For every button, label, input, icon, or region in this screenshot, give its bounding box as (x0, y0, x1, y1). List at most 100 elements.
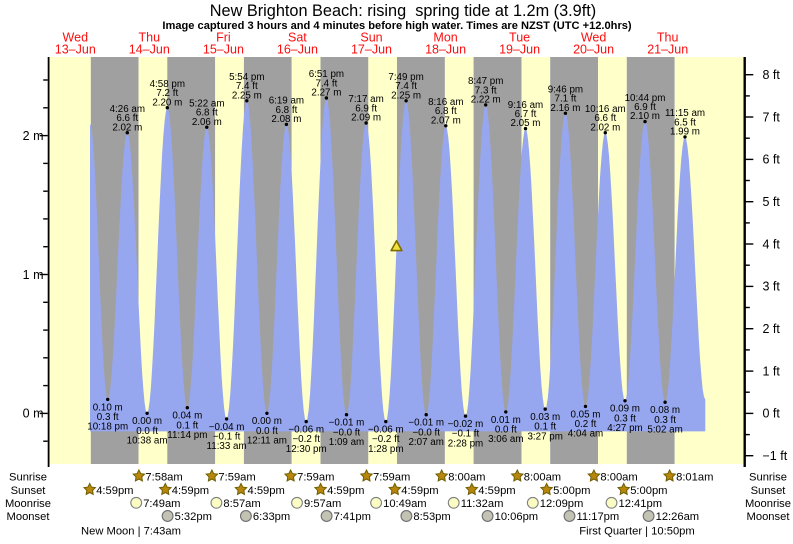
svg-text:1:28 pm: 1:28 pm (368, 444, 403, 455)
svg-text:1.99 m: 1.99 m (670, 127, 700, 138)
svg-text:0.1 ft: 0.1 ft (176, 420, 198, 431)
svg-text:12:26am: 12:26am (656, 511, 700, 523)
svg-text:6:33pm: 6:33pm (253, 511, 290, 523)
svg-text:7:17 am: 7:17 am (348, 94, 383, 105)
svg-text:10:44 pm: 10:44 pm (625, 93, 666, 104)
svg-text:−0.0 ft: −0.0 ft (333, 427, 361, 438)
svg-text:0.00 m: 0.00 m (252, 416, 282, 427)
svg-text:Mon: Mon (433, 31, 457, 45)
svg-text:14–Jun: 14–Jun (129, 43, 170, 57)
svg-text:6.5 ft: 6.5 ft (674, 117, 696, 128)
svg-text:3:27 pm: 3:27 pm (527, 431, 562, 442)
svg-text:3 ft: 3 ft (763, 280, 781, 294)
svg-text:6.8 ft: 6.8 ft (276, 105, 298, 116)
svg-text:8:53pm: 8:53pm (413, 511, 450, 523)
svg-text:−0.02 m: −0.02 m (448, 419, 484, 430)
svg-text:6:19 am: 6:19 am (269, 96, 304, 107)
svg-text:Sunset: Sunset (751, 485, 787, 497)
svg-text:7.4 ft: 7.4 ft (316, 78, 338, 89)
svg-text:4:59pm: 4:59pm (478, 485, 515, 497)
svg-text:0.0 ft: 0.0 ft (495, 425, 517, 436)
svg-text:18–Jun: 18–Jun (425, 43, 466, 57)
svg-text:−0.06 m: −0.06 m (368, 425, 404, 436)
svg-text:15–Jun: 15–Jun (203, 43, 244, 57)
svg-text:8:16 am: 8:16 am (428, 97, 463, 108)
svg-text:7.2 ft: 7.2 ft (156, 88, 178, 99)
svg-text:5 ft: 5 ft (763, 195, 781, 209)
svg-text:Wed: Wed (581, 31, 607, 45)
svg-text:2.27 m: 2.27 m (311, 88, 341, 99)
svg-text:Moonrise: Moonrise (5, 498, 51, 510)
svg-text:13–Jun: 13–Jun (55, 43, 96, 57)
svg-text:2:28 pm: 2:28 pm (448, 438, 483, 449)
svg-text:5:00pm: 5:00pm (553, 485, 590, 497)
svg-text:0.04 m: 0.04 m (172, 411, 202, 422)
svg-text:19–Jun: 19–Jun (499, 43, 540, 57)
svg-text:4:59pm: 4:59pm (327, 485, 364, 497)
svg-text:0.01 m: 0.01 m (491, 415, 521, 426)
svg-text:8:00am: 8:00am (524, 472, 561, 484)
svg-text:Moonset: Moonset (7, 511, 51, 523)
svg-text:Sunset: Sunset (11, 485, 47, 497)
svg-text:8 ft: 8 ft (763, 68, 781, 82)
svg-text:11:17pm: 11:17pm (577, 511, 620, 523)
svg-text:0.03 m: 0.03 m (530, 412, 560, 423)
svg-text:4:59pm: 4:59pm (96, 485, 133, 497)
svg-text:2.02 m: 2.02 m (112, 122, 142, 133)
svg-text:New Brighton Beach: rising sp: New Brighton Beach: rising spring tide a… (210, 2, 596, 20)
svg-text:2.09 m: 2.09 m (351, 113, 381, 124)
svg-text:0.08 m: 0.08 m (650, 405, 680, 416)
svg-text:6.6 ft: 6.6 ft (594, 113, 616, 124)
svg-text:7:59am: 7:59am (218, 472, 255, 484)
svg-text:2.25 m: 2.25 m (391, 90, 421, 101)
svg-text:2 ft: 2 ft (763, 322, 781, 336)
svg-text:2.06 m: 2.06 m (192, 117, 222, 128)
svg-text:10:18 pm: 10:18 pm (87, 422, 128, 433)
svg-text:Tue: Tue (509, 31, 530, 45)
svg-text:0.1 ft: 0.1 ft (534, 422, 556, 433)
svg-text:2.10 m: 2.10 m (630, 111, 660, 122)
svg-text:6.9 ft: 6.9 ft (634, 102, 656, 113)
svg-text:2.07 m: 2.07 m (431, 115, 461, 126)
svg-text:2.02 m: 2.02 m (590, 122, 620, 133)
svg-text:Image captured 3 hours and 4 m: Image captured 3 hours and 4 minutes bef… (162, 20, 632, 32)
svg-text:4:59pm: 4:59pm (172, 485, 209, 497)
svg-text:−0.04 m: −0.04 m (209, 422, 245, 433)
svg-text:6.8 ft: 6.8 ft (435, 106, 457, 117)
svg-text:10:38 am: 10:38 am (127, 436, 168, 447)
svg-text:2.25 m: 2.25 m (232, 90, 262, 101)
svg-text:4:59pm: 4:59pm (248, 485, 285, 497)
svg-text:0.3 ft: 0.3 ft (614, 413, 636, 424)
svg-text:7:41pm: 7:41pm (334, 511, 371, 523)
svg-text:9:57am: 9:57am (304, 498, 341, 510)
svg-text:0.05 m: 0.05 m (571, 409, 601, 420)
svg-text:First Quarter | 10:50pm: First Quarter | 10:50pm (579, 526, 694, 538)
svg-text:0.00 m: 0.00 m (132, 416, 162, 427)
svg-text:7:59am: 7:59am (373, 472, 410, 484)
svg-text:6.6 ft: 6.6 ft (116, 113, 138, 124)
svg-text:2.22 m: 2.22 m (471, 95, 501, 106)
svg-text:0.0 ft: 0.0 ft (256, 426, 278, 437)
svg-text:8:47 pm: 8:47 pm (468, 76, 503, 87)
svg-text:Wed: Wed (63, 31, 89, 45)
svg-text:6.8 ft: 6.8 ft (196, 108, 218, 119)
svg-text:6:51 pm: 6:51 pm (309, 69, 344, 80)
svg-text:7.1 ft: 7.1 ft (555, 94, 577, 105)
svg-text:12:30 pm: 12:30 pm (286, 444, 327, 455)
svg-text:7.3 ft: 7.3 ft (475, 85, 497, 96)
svg-text:11:15 am: 11:15 am (665, 108, 705, 119)
svg-text:Thu: Thu (139, 31, 161, 45)
svg-text:7:58am: 7:58am (145, 472, 182, 484)
svg-text:New Moon | 7:43am: New Moon | 7:43am (81, 526, 181, 538)
svg-text:Moonrise: Moonrise (745, 498, 791, 510)
svg-text:7:49am: 7:49am (143, 498, 180, 510)
svg-text:12:09pm: 12:09pm (540, 498, 584, 510)
svg-text:4:04 am: 4:04 am (568, 429, 603, 440)
svg-text:4:58 pm: 4:58 pm (150, 79, 185, 90)
svg-text:10:16 am: 10:16 am (585, 104, 626, 115)
svg-text:1 ft: 1 ft (763, 364, 781, 378)
svg-text:4:26 am: 4:26 am (110, 104, 145, 115)
svg-text:6.9 ft: 6.9 ft (355, 103, 377, 114)
svg-text:−1 ft: −1 ft (763, 449, 788, 463)
svg-text:12:11 am: 12:11 am (247, 436, 287, 447)
